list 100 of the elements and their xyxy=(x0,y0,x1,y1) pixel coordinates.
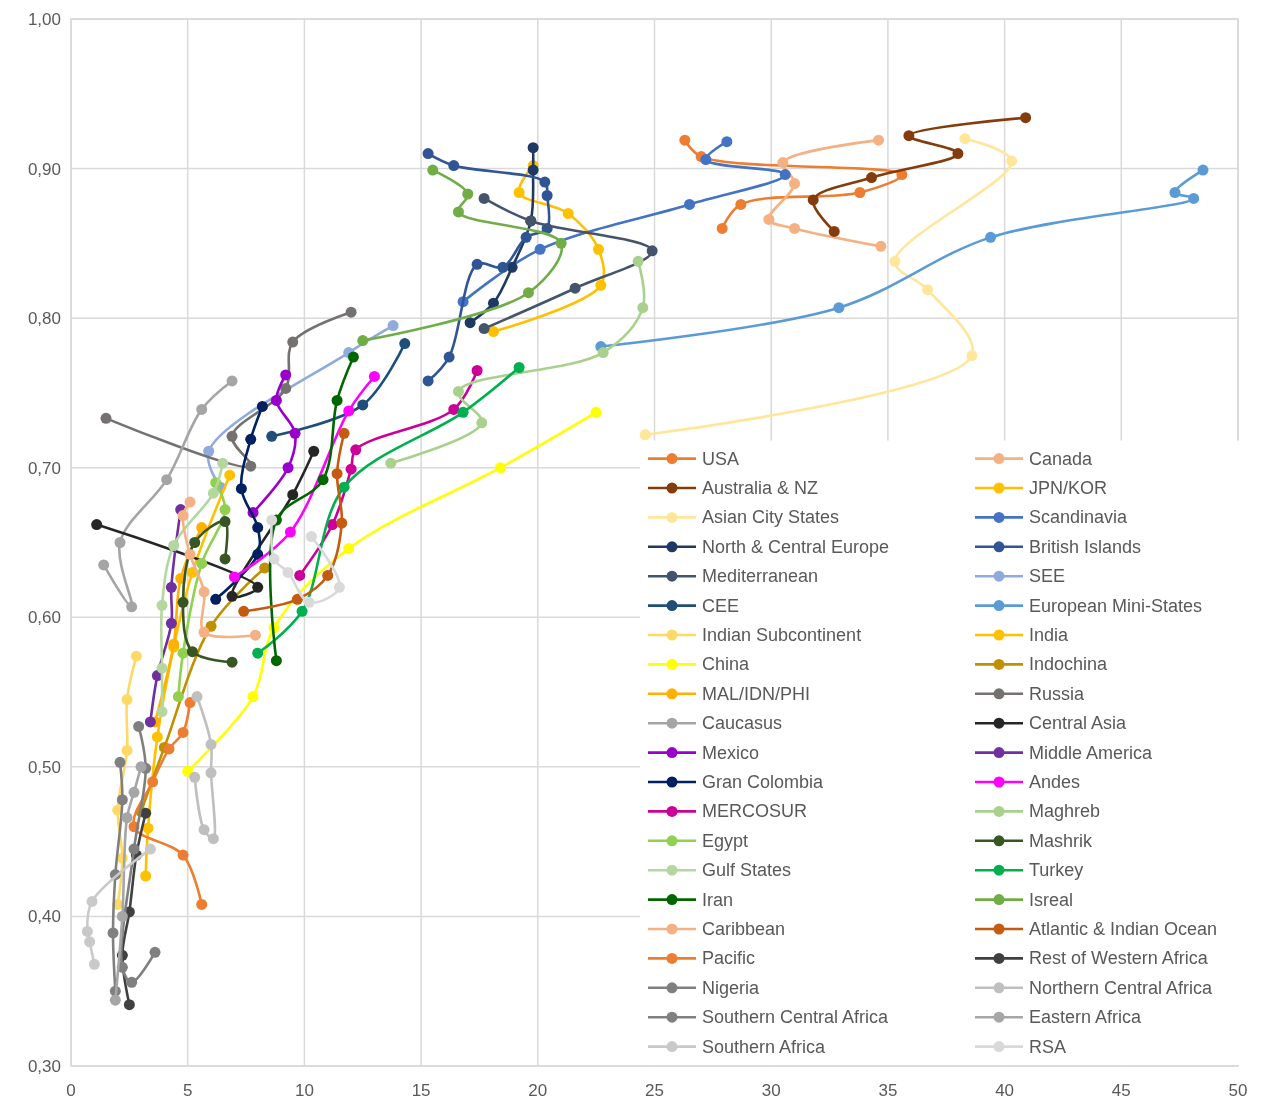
legend-label: RSA xyxy=(1029,1036,1067,1057)
legend-label: Southern Africa xyxy=(702,1036,827,1057)
point xyxy=(86,895,98,907)
point xyxy=(256,400,268,412)
point xyxy=(959,133,971,145)
point xyxy=(121,694,133,706)
point xyxy=(595,279,607,291)
point xyxy=(107,927,119,939)
point xyxy=(828,225,840,237)
point xyxy=(716,222,728,234)
y-tick-label: 0,40 xyxy=(27,907,61,927)
legend-label: Scandinavia xyxy=(1029,507,1129,528)
point xyxy=(487,326,499,338)
point xyxy=(350,444,362,456)
legend-label: Canada xyxy=(1029,448,1094,469)
point xyxy=(144,843,156,855)
point xyxy=(198,586,210,598)
legend-label: Mediterranean xyxy=(702,566,819,587)
point xyxy=(198,824,210,836)
legend-label: Turkey xyxy=(1029,860,1084,881)
point xyxy=(789,222,801,234)
legend-label: Gran Colombia xyxy=(702,772,825,792)
point xyxy=(116,910,128,922)
point xyxy=(555,237,567,249)
x-tick-label: 40 xyxy=(995,1081,1015,1100)
y-tick-label: 0,30 xyxy=(27,1057,61,1076)
point xyxy=(91,519,103,531)
x-tick-label: 30 xyxy=(761,1081,781,1100)
point xyxy=(494,462,506,474)
x-tick-label: 5 xyxy=(182,1081,193,1100)
x-tick-label: 10 xyxy=(294,1081,314,1100)
x-tick-label: 25 xyxy=(645,1081,664,1100)
y-tick-label: 0,50 xyxy=(27,757,61,777)
point xyxy=(590,406,602,418)
point xyxy=(126,976,138,988)
legend-label: Atlantic & Indian Ocean xyxy=(1029,919,1218,939)
point xyxy=(116,794,128,806)
y-tick-label: 0,60 xyxy=(27,608,61,628)
y-tick-label: 0,80 xyxy=(27,309,61,329)
legend-label: Nigeria xyxy=(702,977,761,998)
point xyxy=(1006,155,1018,167)
point xyxy=(539,176,551,188)
point xyxy=(597,347,609,359)
point xyxy=(191,691,203,703)
point xyxy=(266,514,278,526)
point xyxy=(203,445,215,457)
point xyxy=(305,531,317,543)
point xyxy=(779,169,791,181)
point xyxy=(156,599,168,611)
legend-label: Mashrik xyxy=(1029,830,1094,851)
point xyxy=(443,351,455,363)
legend-label: Andes xyxy=(1029,772,1081,792)
point xyxy=(100,412,112,424)
point xyxy=(226,375,238,387)
point xyxy=(252,581,264,593)
point xyxy=(331,394,343,406)
point xyxy=(226,430,238,442)
point xyxy=(875,240,887,252)
point xyxy=(527,164,539,176)
point xyxy=(452,385,464,397)
point xyxy=(184,548,196,560)
point xyxy=(922,284,934,296)
point xyxy=(282,566,294,578)
point xyxy=(1197,164,1209,176)
point xyxy=(422,148,434,160)
point xyxy=(156,706,168,718)
point xyxy=(123,999,135,1011)
point xyxy=(462,188,474,200)
legend-label: Indian Subcontinent xyxy=(702,625,862,645)
legend-label: European Mini-States xyxy=(1029,595,1203,616)
point xyxy=(637,302,649,314)
point xyxy=(347,351,359,363)
point xyxy=(210,593,222,605)
legend-label: Caucasus xyxy=(702,713,783,734)
point xyxy=(873,134,885,146)
point xyxy=(270,655,282,667)
point xyxy=(165,581,177,593)
point xyxy=(147,776,159,788)
point xyxy=(235,483,247,495)
point xyxy=(266,430,278,442)
point xyxy=(126,601,138,613)
point xyxy=(88,958,100,970)
legend-label: India xyxy=(1029,625,1070,645)
point xyxy=(357,399,369,411)
point xyxy=(763,213,775,225)
point xyxy=(177,647,189,659)
legend-label: Mexico xyxy=(702,742,760,763)
point xyxy=(207,833,219,845)
legend-label: CEE xyxy=(702,595,740,616)
point xyxy=(422,375,434,387)
point xyxy=(833,302,845,314)
point xyxy=(343,405,355,417)
point xyxy=(291,593,303,605)
point xyxy=(114,756,126,768)
point xyxy=(1020,112,1032,124)
point xyxy=(632,255,644,267)
point xyxy=(135,761,147,773)
point xyxy=(476,417,488,429)
point xyxy=(296,605,308,617)
point xyxy=(789,178,801,190)
